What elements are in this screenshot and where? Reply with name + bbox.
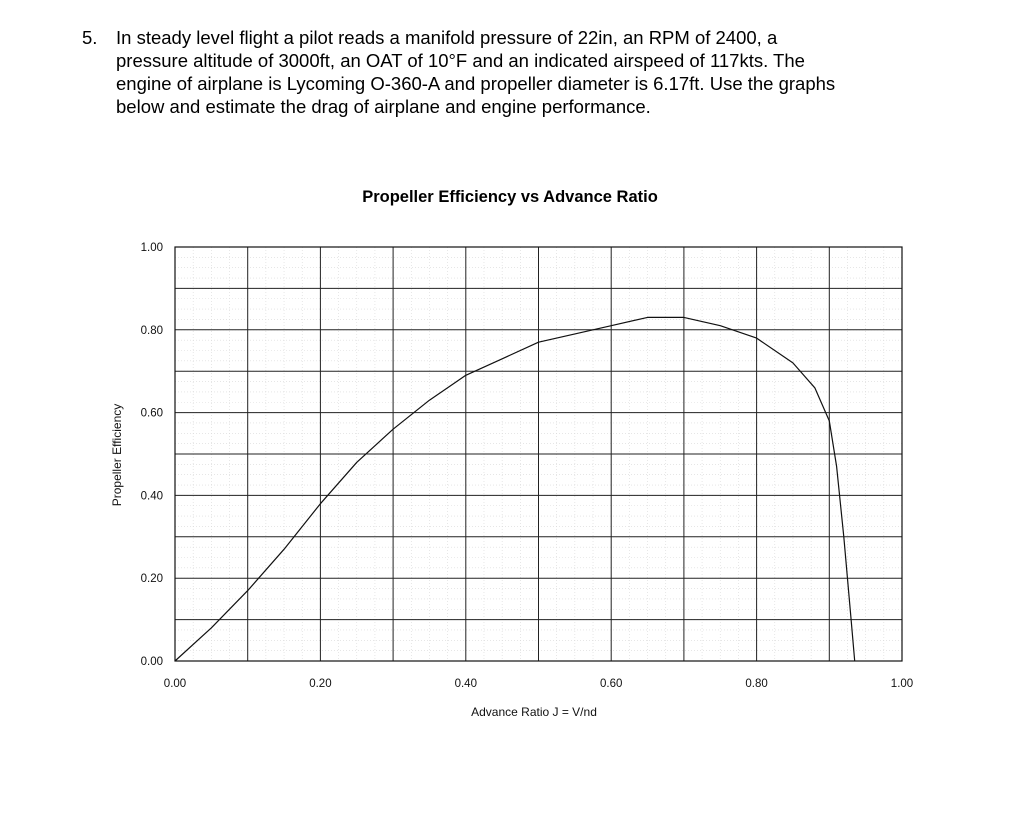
question-line: In steady level flight a pilot reads a m… — [116, 27, 778, 48]
x-tick-label: 1.00 — [891, 678, 913, 690]
y-tick-label: 0.60 — [141, 408, 163, 420]
y-axis-label: Propeller Efficiency — [110, 404, 124, 507]
series-group — [174, 316, 856, 662]
y-tick-label: 0.40 — [141, 490, 163, 502]
question-line: engine of airplane is Lycoming O-360-A a… — [116, 73, 836, 94]
x-tick-label: 0.80 — [745, 678, 767, 690]
y-tick-label: 0.20 — [141, 573, 163, 585]
y-tick-label: 0.80 — [141, 325, 163, 337]
x-axis-label: Advance Ratio J = V/nd — [471, 705, 597, 719]
question-line: below and estimate the drag of airplane … — [116, 96, 651, 117]
y-tick-label: 1.00 — [141, 242, 163, 254]
x-tick-label: 0.00 — [164, 678, 186, 690]
question-text: In steady level flight a pilot reads a m… — [116, 26, 956, 118]
question-number: 5. — [82, 27, 98, 48]
plot-border — [174, 246, 903, 662]
chart-title: Propeller Efficiency vs Advance Ratio — [362, 188, 658, 206]
efficiency-curve — [174, 316, 856, 662]
x-tick-label: 0.40 — [455, 678, 477, 690]
tick-labels: 0.00 0.20 0.40 0.60 0.80 1.00 0.00 0.20 0.40 0.60… — [141, 242, 914, 690]
y-tick-label: 0.00 — [141, 656, 163, 668]
x-tick-label: 0.20 — [309, 678, 331, 690]
major-grid — [174, 246, 903, 662]
x-tick-label: 0.60 — [600, 678, 622, 690]
question-line: pressure altitude of 3000ft, an OAT of 1… — [116, 50, 805, 71]
